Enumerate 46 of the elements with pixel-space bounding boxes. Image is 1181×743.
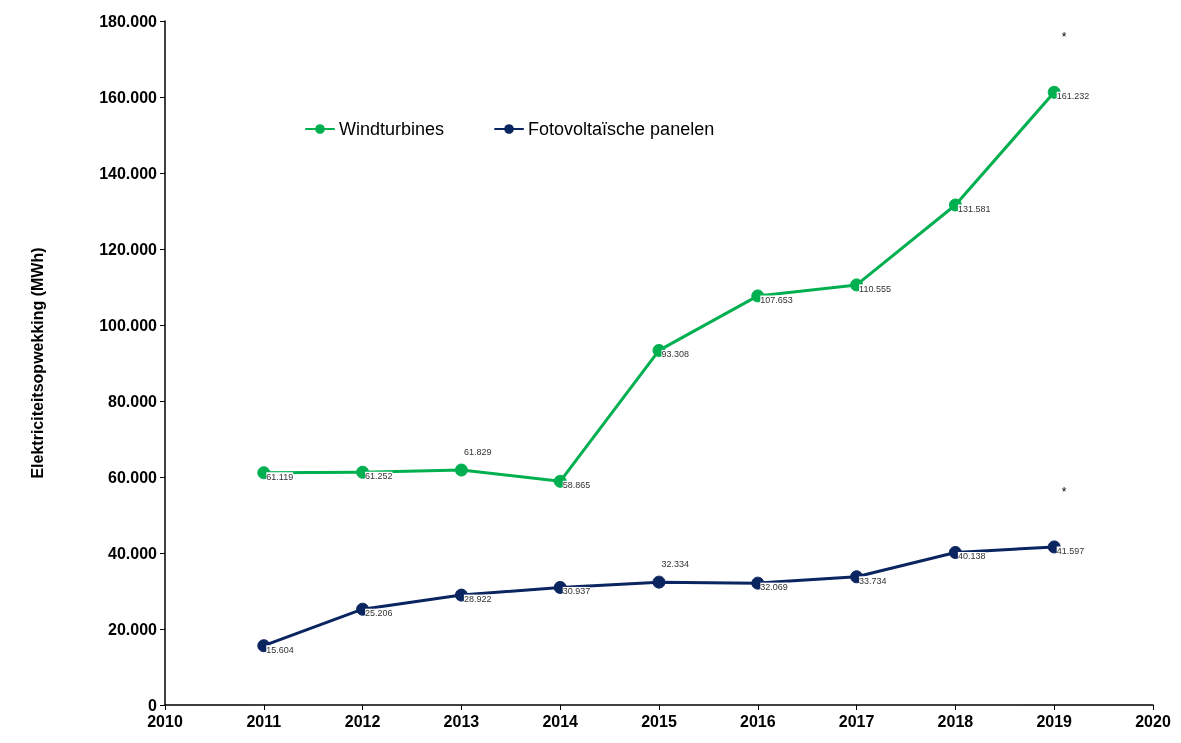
x-tick-label: 2018 xyxy=(937,712,974,730)
x-tick-label: 2016 xyxy=(740,712,776,730)
data-label: 93.308 xyxy=(661,349,690,360)
x-tick-label: 2012 xyxy=(344,712,381,730)
data-label: 32.069 xyxy=(760,582,788,593)
x-tick-label: 2014 xyxy=(542,712,579,730)
legend-label: Fotovoltaïsche panelen xyxy=(528,119,715,139)
annotation: * xyxy=(1061,484,1067,499)
legend-label: Windturbines xyxy=(339,119,445,139)
data-label: 41.597 xyxy=(1056,545,1085,556)
data-label: 15.604 xyxy=(266,644,294,655)
data-label: 110.555 xyxy=(859,283,891,294)
x-tick-label: 2019 xyxy=(1036,712,1073,730)
x-tick-label: 2020 xyxy=(1135,712,1171,730)
y-tick-label: 20.000 xyxy=(108,620,158,638)
y-tick-label: 40.000 xyxy=(108,544,158,562)
data-label: 32.334 xyxy=(661,559,690,570)
data-label: 61.119 xyxy=(266,471,294,482)
data-label: 58.865 xyxy=(562,480,591,491)
x-tick-label: 2017 xyxy=(838,712,875,730)
y-tick-label: 0 xyxy=(148,696,158,714)
y-tick-label: 80.000 xyxy=(108,392,158,410)
point xyxy=(454,463,468,477)
annotation: * xyxy=(1061,30,1067,45)
x-tick-label: 2010 xyxy=(147,712,183,730)
data-label: 61.252 xyxy=(365,471,393,482)
x-tick-label: 2013 xyxy=(443,712,480,730)
data-label: 30.937 xyxy=(562,586,591,597)
y-axis-title: Elektriciteitsopwekking (MWh) xyxy=(28,247,46,479)
data-label: 107.653 xyxy=(760,294,793,305)
y-tick-label: 160.000 xyxy=(99,88,158,106)
data-label: 131.581 xyxy=(957,203,991,214)
data-label: 25.206 xyxy=(365,608,393,619)
y-tick-label: 140.000 xyxy=(99,164,158,182)
data-label: 33.734 xyxy=(859,575,887,586)
x-tick-label: 2015 xyxy=(641,712,677,730)
data-label: 40.138 xyxy=(957,551,986,562)
point xyxy=(652,575,666,589)
y-tick-label: 180.000 xyxy=(99,12,158,30)
y-tick-label: 60.000 xyxy=(108,468,158,486)
data-label: 28.922 xyxy=(463,594,492,605)
x-tick-label: 2011 xyxy=(246,712,282,730)
data-label: 161.232 xyxy=(1056,91,1090,102)
y-tick-label: 100.000 xyxy=(99,316,158,334)
data-label: 61.829 xyxy=(463,447,492,458)
y-tick-label: 120.000 xyxy=(99,240,158,258)
